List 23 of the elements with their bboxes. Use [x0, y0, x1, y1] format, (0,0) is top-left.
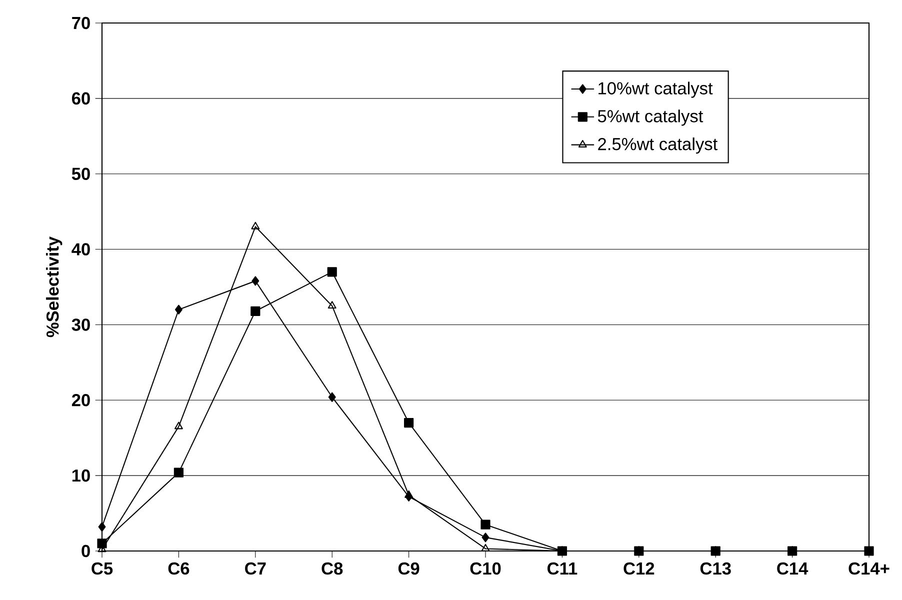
y-tick-label: 20: [72, 394, 90, 406]
x-tick-label: C14: [777, 562, 808, 575]
y-tick-label: 0: [82, 544, 90, 558]
x-tick-label: C11: [547, 562, 578, 575]
legend-label: 5%wt catalyst: [598, 110, 704, 126]
y-tick-label: 50: [72, 168, 90, 180]
y-tick-label: 70: [72, 16, 90, 30]
x-tick-label: C6: [168, 562, 190, 575]
y-tick-label: 30: [72, 318, 90, 331]
x-tick-label: C10: [470, 562, 501, 575]
y-tick-label: 40: [72, 243, 90, 256]
y-tick-label: 60: [72, 92, 90, 105]
x-tick-label: C7: [245, 562, 266, 575]
x-tick-label: C14+: [848, 562, 890, 575]
x-tick-label: C12: [624, 562, 654, 575]
legend-label: 2.5%wt catalyst: [598, 138, 718, 154]
y-tick-label: 10: [72, 469, 90, 482]
y-axis-title: %Selectivity: [46, 236, 62, 338]
x-tick-label: C13: [700, 562, 731, 575]
x-tick-label: C5: [92, 562, 113, 575]
legend-label: 10%wt catalyst: [598, 82, 713, 98]
x-tick-label: C8: [322, 562, 343, 575]
x-tick-label: C9: [398, 562, 420, 575]
